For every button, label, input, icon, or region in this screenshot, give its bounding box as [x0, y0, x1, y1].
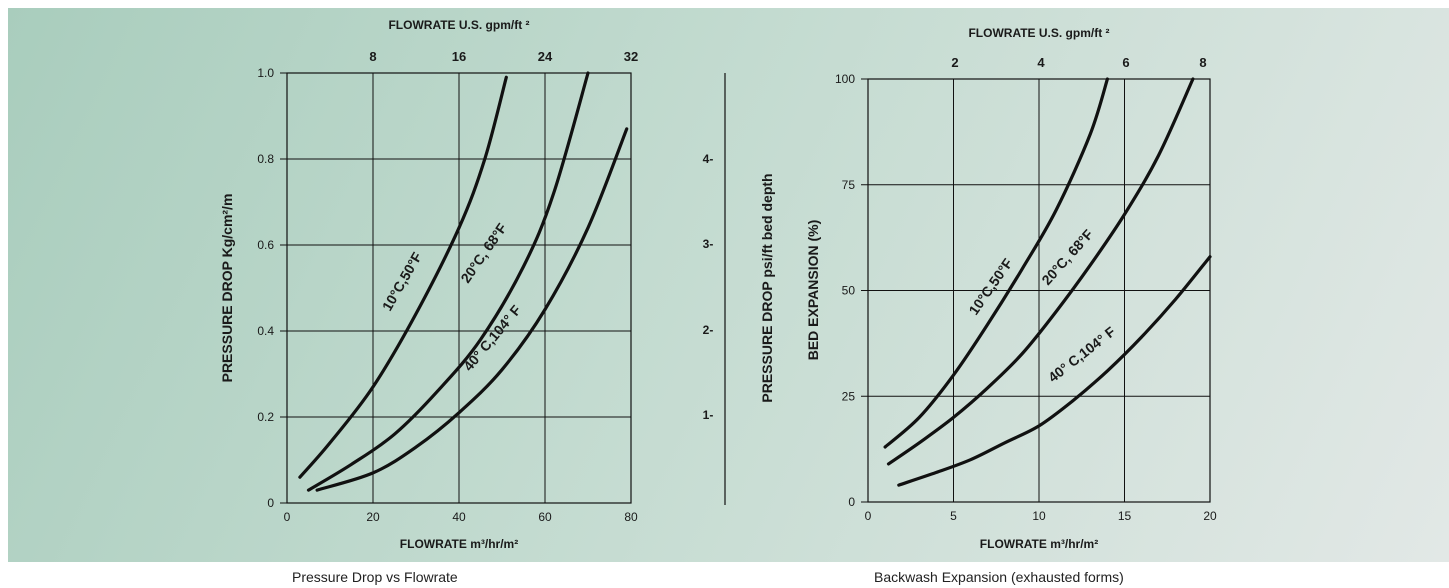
y-tick-labels: 0 0.2 0.4 0.6 0.8 1.0 — [257, 66, 287, 510]
y2-tick-label: 3- — [703, 237, 714, 251]
y-tick-label: 1.0 — [257, 66, 274, 80]
x-tick-labels: 0 20 40 60 80 — [284, 510, 638, 524]
x-axis-label: FLOWRATE m³/hr/m² — [400, 537, 518, 551]
caption-pressure-drop: Pressure Drop vs Flowrate — [292, 569, 458, 585]
backwash-expansion-chart: 0 5 10 15 20 0 25 50 75 100 2 4 6 8 FLOWRATE m³/hr/… — [805, 26, 1217, 551]
x-tick-label: 0 — [865, 509, 872, 523]
y-tick-labels: 0 25 50 75 100 — [835, 72, 868, 509]
x-tick-label: 60 — [538, 510, 552, 524]
curve-label-20c: 20°C, 68°F — [457, 220, 510, 286]
x2-tick-label: 2 — [951, 55, 958, 70]
x2-axis-label: FLOWRATE U.S. gpm/ft ² — [968, 26, 1109, 40]
x2-axis-label: FLOWRATE U.S. gpm/ft ² — [388, 18, 529, 32]
curve-label-10c: 10°C,50°F — [379, 249, 426, 314]
y-tick-label: 0.2 — [257, 410, 274, 424]
y2-tick-label: 1- — [703, 408, 714, 422]
x-tick-label: 80 — [624, 510, 638, 524]
x2-tick-label: 16 — [452, 49, 466, 64]
series-line-3 — [315, 127, 629, 492]
x-tick-label: 40 — [452, 510, 466, 524]
curve-label-10c: 10°C,50°F — [965, 255, 1016, 318]
y-tick-label: 100 — [835, 72, 855, 86]
pressure-drop-chart: 0 20 40 60 80 0 0.2 0.4 0.6 0.8 1.0 8 16 24 32 FLOWR… — [219, 18, 775, 551]
x-tick-label: 10 — [1032, 509, 1046, 523]
x2-tick-label: 6 — [1122, 55, 1129, 70]
y2-axis-label: PRESSURE DROP psi/ft bed depth — [759, 173, 775, 402]
curve-label-40c: 40° C,104° F — [1045, 323, 1119, 385]
x-tick-label: 20 — [1203, 509, 1217, 523]
series-line-3 — [897, 255, 1212, 487]
curve-label-40c: 40° C,104° F — [460, 302, 524, 374]
x-tick-label: 0 — [284, 510, 291, 524]
series-group — [298, 71, 629, 492]
x2-tick-labels: 2 4 6 8 — [951, 55, 1206, 70]
y2-tick-labels: 1- 2- 3- 4- — [703, 152, 714, 422]
x-tick-labels: 0 5 10 15 20 — [865, 509, 1217, 523]
caption-backwash-expansion: Backwash Expansion (exhausted forms) — [874, 569, 1124, 585]
curve-labels: 10°C,50°F 20°C, 68°F 40° C,104° F — [965, 226, 1118, 386]
y-tick-label: 50 — [842, 284, 856, 298]
x-tick-label: 5 — [950, 509, 957, 523]
x2-tick-label: 8 — [369, 49, 376, 64]
x-axis-label: FLOWRATE m³/hr/m² — [980, 537, 1098, 551]
series-line-2 — [306, 71, 590, 492]
y-tick-label: 0.6 — [257, 238, 274, 252]
y-tick-label: 0.4 — [257, 324, 274, 338]
x2-tick-label: 32 — [624, 49, 638, 64]
series-line-1 — [883, 77, 1109, 449]
series-line-2 — [886, 77, 1195, 466]
y-axis-label: PRESSURE DROP Kg/cm²/m — [219, 194, 235, 383]
grid — [287, 73, 631, 503]
y2-tick-label: 4- — [703, 152, 714, 166]
x2-tick-label: 4 — [1037, 55, 1045, 70]
y2-tick-label: 2- — [703, 323, 714, 337]
curve-label-20c: 20°C, 68°F — [1038, 226, 1096, 288]
y-tick-label: 25 — [842, 389, 856, 403]
series-group — [883, 77, 1212, 487]
x2-tick-label: 24 — [538, 49, 553, 64]
x2-tick-labels: 8 16 24 32 — [369, 49, 638, 64]
grid — [868, 79, 1210, 502]
chart-panel — [8, 8, 1449, 562]
y-tick-label: 0 — [267, 496, 274, 510]
x2-tick-label: 8 — [1199, 55, 1206, 70]
y-tick-label: 0 — [848, 495, 855, 509]
y-tick-label: 0.8 — [257, 152, 274, 166]
y-tick-label: 75 — [842, 178, 856, 192]
x-tick-label: 20 — [366, 510, 380, 524]
x-tick-label: 15 — [1118, 509, 1132, 523]
plot-frame — [286, 72, 632, 504]
y-axis-label: BED EXPANSION (%) — [805, 220, 821, 361]
series-line-1 — [298, 75, 508, 479]
